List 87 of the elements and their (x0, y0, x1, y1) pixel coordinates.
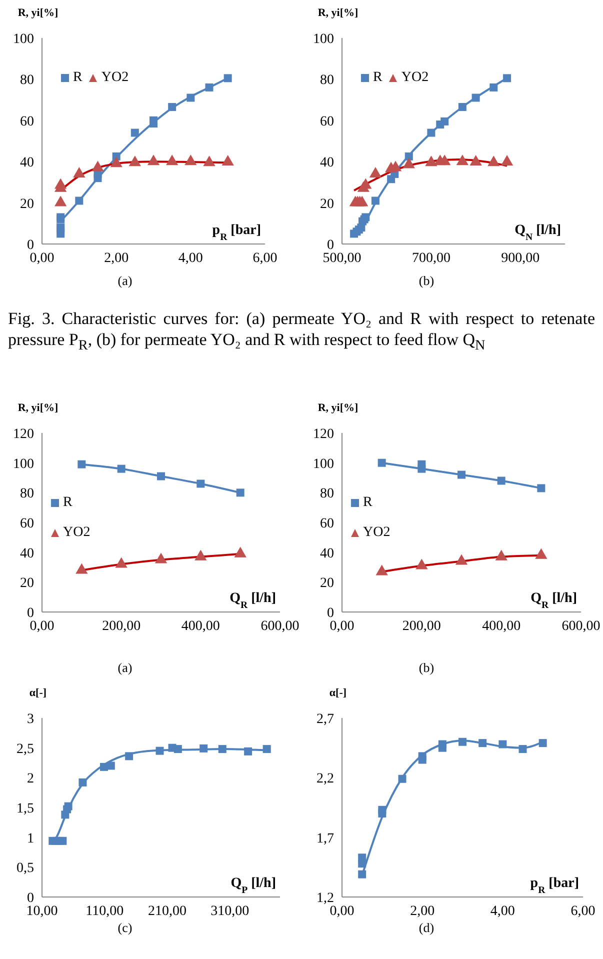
x-tick-label: 700,00 (412, 250, 450, 266)
legend-label: YO2 (100, 70, 129, 86)
x-tick-label: 0,00 (30, 250, 54, 266)
legend-label: R (72, 70, 82, 86)
y-tick-label: 0 (27, 606, 34, 621)
x-tick-label: 200,00 (102, 618, 141, 634)
legend-label: R (62, 495, 74, 511)
x-tick-label: 6,00 (570, 904, 596, 919)
x-tick-label: 210,00 (148, 904, 187, 919)
x-axis-title: p$_{R}$ [bar] (530, 876, 579, 896)
x-tick-label: 2,00 (410, 904, 435, 919)
y-tick-label: 0 (327, 238, 334, 253)
y-tick-label: 1,7 (316, 831, 334, 846)
x-tick-label: 2,00 (104, 250, 129, 266)
caption: Fig. 3. Characteristic curves for: (a) permeate YO₂ and R with respect to retenate pressure P$_{R}$, (b) for permeate YO₂ and R with respect to feed flow Q$_{N}$ (8, 309, 595, 354)
y-tick-label: 80 (320, 73, 334, 88)
y-tick-label: 20 (320, 196, 334, 212)
text: (b) (418, 273, 434, 288)
x-tick-label: 310,00 (210, 904, 250, 919)
x-tick-label: 600,00 (260, 618, 300, 634)
text: (b) (418, 660, 434, 675)
y-axis-title: α[-] (29, 687, 47, 699)
legend-label: R (372, 70, 382, 86)
x-tick-label: 0,00 (330, 904, 354, 919)
x-tick-label: 4,00 (178, 250, 203, 266)
y-tick-label: 40 (20, 156, 34, 171)
x-tick-label: 200,00 (402, 618, 441, 634)
x-axis-title: Q$_{N}$ [l/h] (514, 223, 561, 242)
y-tick-label: 0 (327, 606, 334, 621)
y-tick-label: 40 (20, 546, 34, 562)
y-tick-label: 120 (313, 426, 334, 442)
y-tick-label: 40 (320, 546, 334, 562)
y-tick-label: 1,2 (316, 890, 334, 906)
y-tick-label: 3 (27, 712, 34, 727)
y-axis-title: α[-] (329, 687, 347, 699)
x-tick-label: 0,00 (330, 618, 354, 634)
y-tick-label: 20 (320, 576, 334, 592)
y-axis-title: R, yi[%] (318, 402, 358, 414)
legend-label: R (362, 495, 374, 511)
y-tick-label: 1 (27, 831, 34, 846)
y-tick-label: 1,5 (16, 801, 34, 816)
y-tick-label: 20 (20, 576, 34, 592)
y-tick-label: 100 (13, 456, 34, 472)
y-tick-label: 0 (27, 890, 34, 906)
y-tick-label: 2 (27, 772, 34, 787)
x-tick-label: 4,00 (490, 904, 515, 919)
x-axis-title: Q$_{R}$ [l/h] (230, 591, 276, 610)
legend-label: YO2 (400, 70, 429, 86)
y-tick-label: 80 (20, 73, 34, 88)
x-tick-label: 0,00 (30, 618, 54, 634)
text: (a) (118, 273, 132, 288)
x-tick-label: 400,00 (482, 618, 521, 634)
y-tick-label: 100 (313, 456, 334, 472)
y-tick-label: 0 (27, 238, 34, 253)
y-tick-label: 2,7 (316, 712, 334, 727)
text: (d) (418, 920, 434, 935)
y-tick-label: 60 (320, 114, 334, 130)
y-tick-label: 60 (20, 516, 34, 532)
y-tick-label: 2,2 (316, 772, 334, 787)
y-tick-label: 2,5 (16, 742, 34, 757)
x-tick-label: 900,00 (501, 250, 540, 266)
y-tick-label: 100 (13, 32, 34, 47)
y-tick-label: 60 (320, 516, 334, 532)
x-tick-label: 6,00 (252, 250, 278, 266)
x-tick-label: 600,00 (562, 618, 600, 634)
y-tick-label: 120 (13, 426, 34, 442)
y-axis-title: R, yi[%] (318, 7, 358, 19)
x-tick-label: 110,00 (86, 904, 124, 919)
y-tick-label: 60 (20, 114, 34, 130)
y-tick-label: 80 (320, 486, 334, 502)
x-tick-label: 10,00 (26, 904, 58, 919)
x-tick-label: 400,00 (181, 618, 220, 634)
y-tick-label: 80 (20, 486, 34, 502)
y-tick-label: 40 (320, 156, 334, 171)
legend-label: YO2 (62, 525, 90, 541)
y-axis-title: R, yi[%] (18, 7, 58, 19)
x-axis-title: Q$_{R}$ [l/h] (530, 591, 577, 610)
x-axis-title: Q$_{P}$ [l/h] (230, 876, 276, 896)
x-axis-title: p$_{R}$ [bar] (212, 223, 261, 242)
legend-label: YO2 (362, 525, 390, 541)
y-tick-label: 20 (20, 196, 34, 212)
y-tick-label: 0,5 (16, 861, 34, 876)
x-tick-label: 500,00 (322, 250, 362, 266)
y-axis-title: R, yi[%] (18, 402, 58, 414)
text: (c) (118, 920, 132, 935)
text: (a) (118, 660, 132, 675)
y-tick-label: 100 (313, 32, 334, 47)
